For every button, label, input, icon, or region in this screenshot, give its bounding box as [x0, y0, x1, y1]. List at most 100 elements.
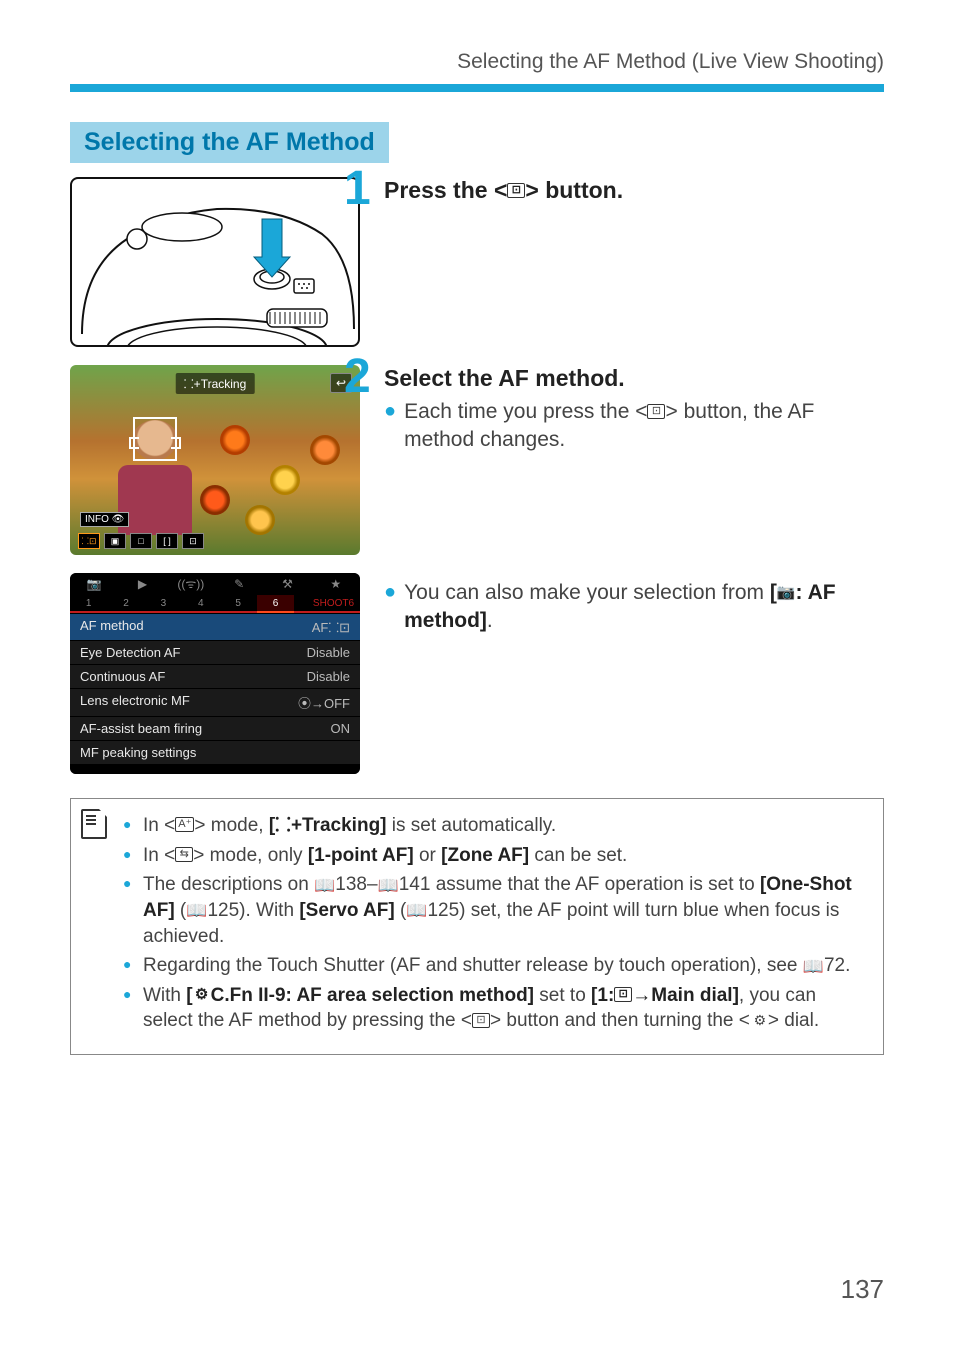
menu-row-lens-mf: Lens electronic MF ⦿→OFF [70, 688, 360, 716]
n2-post: can be set. [529, 845, 627, 866]
menu-num-2: 2 [107, 595, 144, 611]
panning-mode-icon: ⇆ [175, 847, 193, 862]
camera-top-diagram [70, 177, 360, 347]
menu-row-af-assist-beam: AF-assist beam firing ON [70, 716, 360, 740]
n3-p2: 141 assume that the AF operation is set … [399, 874, 760, 895]
lcd-icon-1: ▣ [104, 533, 126, 549]
running-header: Selecting the AF Method (Live View Shoot… [70, 50, 884, 74]
n1-pre: In < [143, 815, 175, 836]
page-ref-icon: 📖 [406, 902, 427, 919]
menu-row-label: AF method [80, 618, 144, 636]
menu-num-4: 4 [182, 595, 219, 611]
main-dial-icon: ⚙︎ [750, 1012, 768, 1028]
note-4: Regarding the Touch Shutter (AF and shut… [123, 953, 867, 979]
n1-mid: > mode, [194, 815, 268, 836]
menu-row-label: Lens electronic MF [80, 693, 190, 712]
step-3-bullet-1: ● You can also make your selection from … [384, 579, 884, 636]
s3b-pre: You can also make your selection from [404, 581, 770, 604]
n2-b2: [Zone AF] [441, 845, 529, 866]
lcd-icon-4: ⊡ [182, 533, 204, 549]
step-1-title: Press the <⊡> button. [384, 177, 884, 204]
menu-tab-star-icon: ★ [312, 573, 360, 595]
step-2-bullet-1: ● Each time you press the <⊡> button, th… [384, 398, 884, 455]
step-2-number: 2 [344, 353, 371, 401]
lcd-info-label: INFO 👁 [80, 512, 129, 527]
step1-title-pre: Press the < [384, 177, 507, 203]
menu-tab-camera-icon: 📷 [70, 573, 118, 595]
n5-pre: With [143, 985, 186, 1006]
menu-tabs: 📷 ▶ ((ᯤ)) ✎ ⚒ ★ [70, 573, 360, 595]
n2-pre: In < [143, 845, 175, 866]
camera-menu-panel: 📷 ▶ ((ᯤ)) ✎ ⚒ ★ 1 2 3 4 5 6 SHOOT6 AF me… [70, 573, 360, 774]
n3-par2: ( [395, 900, 407, 921]
n5-b1: [ [186, 985, 192, 1006]
menu-row-value: AF⸬⊡ [312, 618, 350, 636]
n3-pre: The descriptions on [143, 874, 314, 895]
page-number: 137 [841, 1274, 884, 1305]
s3b-bpre: [ [770, 581, 777, 604]
menu-row-eye-detection: Eye Detection AF Disable [70, 640, 360, 664]
s2b1-pre: Each time you press the < [404, 400, 647, 423]
bullet-dot-icon: ● [384, 398, 396, 455]
header-rule [70, 84, 884, 92]
af-area-button-icon: ⊡ [614, 987, 632, 1002]
page-ref-icon: 📖 [803, 958, 824, 975]
af-area-button-icon: ⊡ [507, 183, 525, 198]
step-1: 1 Press the <⊡> button. [70, 177, 884, 347]
note-1: In <A⁺> mode, [⸬+Tracking] is set automa… [123, 813, 867, 839]
menu-row-label: Eye Detection AF [80, 645, 180, 660]
page-ref-icon: 📖 [186, 902, 207, 919]
n5-post3: > dial. [768, 1010, 819, 1031]
n5-b1mid: C.Fn II-9: AF area selection method] [211, 985, 534, 1006]
step-3: 📷 ▶ ((ᯤ)) ✎ ⚒ ★ 1 2 3 4 5 6 SHOOT6 AF me… [70, 573, 884, 774]
n5-b2: [1: [591, 985, 614, 1006]
n3-b2: [Servo AF] [299, 900, 394, 921]
lcd-icon-3: [ ] [156, 533, 178, 549]
step3-bullet-text: You can also make your selection from [📷… [404, 579, 884, 636]
note-3: The descriptions on 📖138–📖141 assume tha… [123, 872, 867, 949]
menu-row-value: ON [331, 721, 351, 736]
menu-row-label: Continuous AF [80, 669, 165, 684]
menu-num-6: 6 [257, 595, 294, 613]
n5-post2: > button and then turning the < [490, 1010, 750, 1031]
menu-row-label: MF peaking settings [80, 745, 196, 760]
n2-b1: [1-point AF] [308, 845, 414, 866]
menu-footer [70, 764, 360, 774]
custom-fn-icon: ⚙ [193, 987, 211, 1002]
lcd-icon-2: □ [130, 533, 152, 549]
face-af-frame [133, 417, 177, 461]
af-area-button-icon: ⊡ [647, 404, 665, 419]
menu-row-value: Disable [307, 669, 350, 684]
section-heading: Selecting the AF Method [70, 122, 389, 163]
scene-intelligent-auto-icon: A⁺ [175, 817, 194, 832]
n1-post: is set automatically. [387, 815, 557, 836]
n4-pg: 72. [824, 955, 850, 976]
notes-icon [81, 809, 107, 839]
menu-tab-wireless-icon: ((ᯤ)) [167, 573, 215, 595]
menu-row-mf-peaking: MF peaking settings [70, 740, 360, 764]
menu-row-af-method: AF method AF⸬⊡ [70, 613, 360, 640]
note-5: With [⚙C.Fn II-9: AF area selection meth… [123, 983, 867, 1034]
n5-mid: set to [534, 985, 591, 1006]
menu-row-value: Disable [307, 645, 350, 660]
bullet-dot-icon: ● [384, 579, 396, 636]
note-2: In <⇆> mode, only [1-point AF] or [Zone … [123, 843, 867, 869]
step1-title-post: > button. [525, 177, 623, 203]
menu-page-numbers: 1 2 3 4 5 6 SHOOT6 [70, 595, 360, 613]
menu-row-value: ⦿→OFF [298, 693, 350, 712]
n1-bold: [⸬+Tracking] [269, 815, 387, 836]
lcd-af-method-icons: ⸬⊡ ▣ □ [ ] ⊡ [78, 533, 204, 549]
menu-tab-pencil-icon: ✎ [215, 573, 263, 595]
camera-icon: 📷 [777, 585, 796, 600]
n3-pg1: 125). With [207, 900, 299, 921]
menu-tab-wrench-icon: ⚒ [263, 573, 311, 595]
menu-tab-play-icon: ▶ [118, 573, 166, 595]
n3-par1: ( [175, 900, 187, 921]
menu-row-continuous-af: Continuous AF Disable [70, 664, 360, 688]
s3b-post: . [487, 609, 493, 632]
menu-num-5: 5 [220, 595, 257, 611]
menu-num-1: 1 [70, 595, 107, 611]
af-area-button-icon: ⊡ [472, 1013, 490, 1028]
menu-shoot-label: SHOOT6 [294, 595, 360, 611]
live-view-lcd: ⸬+Tracking ↩ INFO 👁 ⸬⊡ ▣ □ [ ] ⊡ [70, 365, 360, 555]
